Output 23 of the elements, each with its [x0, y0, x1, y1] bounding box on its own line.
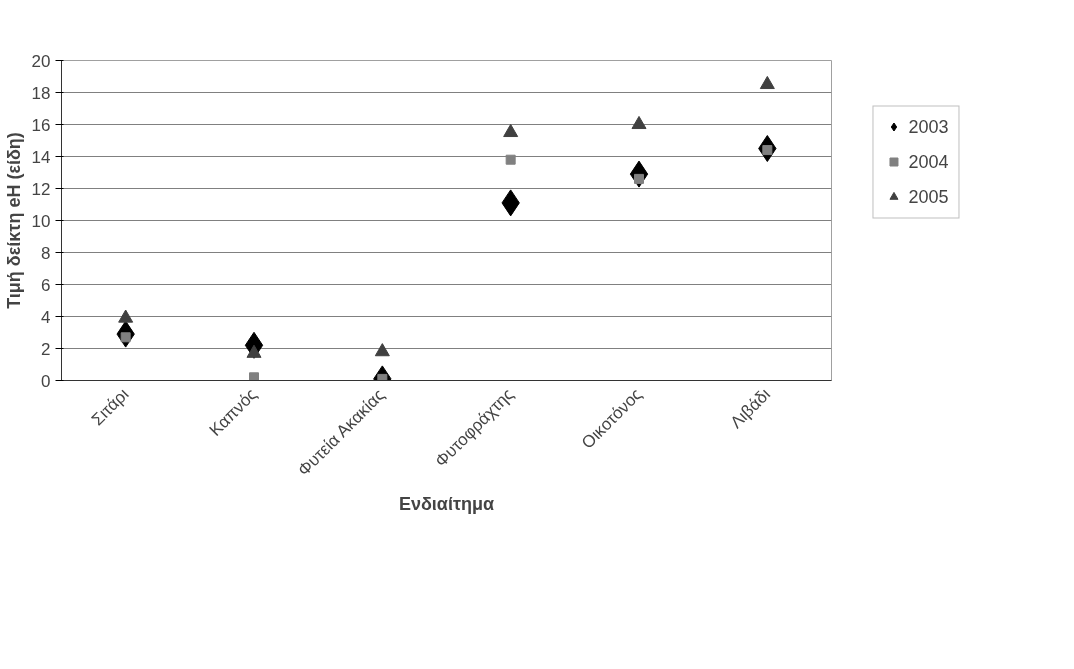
y-tick-label: 14: [31, 147, 51, 167]
point: [759, 75, 775, 90]
y-tick-label: 0: [41, 371, 51, 391]
y-tick-label: 18: [31, 83, 51, 103]
y-tick-label: 12: [31, 179, 51, 199]
y-tick-label: 20: [31, 51, 51, 71]
point: [505, 154, 516, 165]
point: [631, 115, 647, 130]
point: [118, 309, 134, 323]
legend-label: 2003: [908, 116, 949, 137]
point: [374, 343, 390, 357]
y-tick-label: 16: [31, 115, 51, 135]
point: [249, 372, 259, 381]
y-axis-title: Τιμή δείκτη eH (είδη): [3, 132, 24, 309]
y-tick-label: 2: [41, 339, 51, 359]
x-axis-title: Ενδιαίτημα: [398, 494, 495, 515]
legend-label: 2005: [908, 186, 949, 207]
y-tick-label: 6: [41, 275, 51, 295]
y-tick-label: 10: [31, 211, 51, 231]
legend-label: 2004: [908, 151, 949, 172]
y-tick-label: 4: [41, 307, 51, 327]
y-tick-label: 8: [41, 243, 51, 263]
point: [503, 123, 519, 138]
